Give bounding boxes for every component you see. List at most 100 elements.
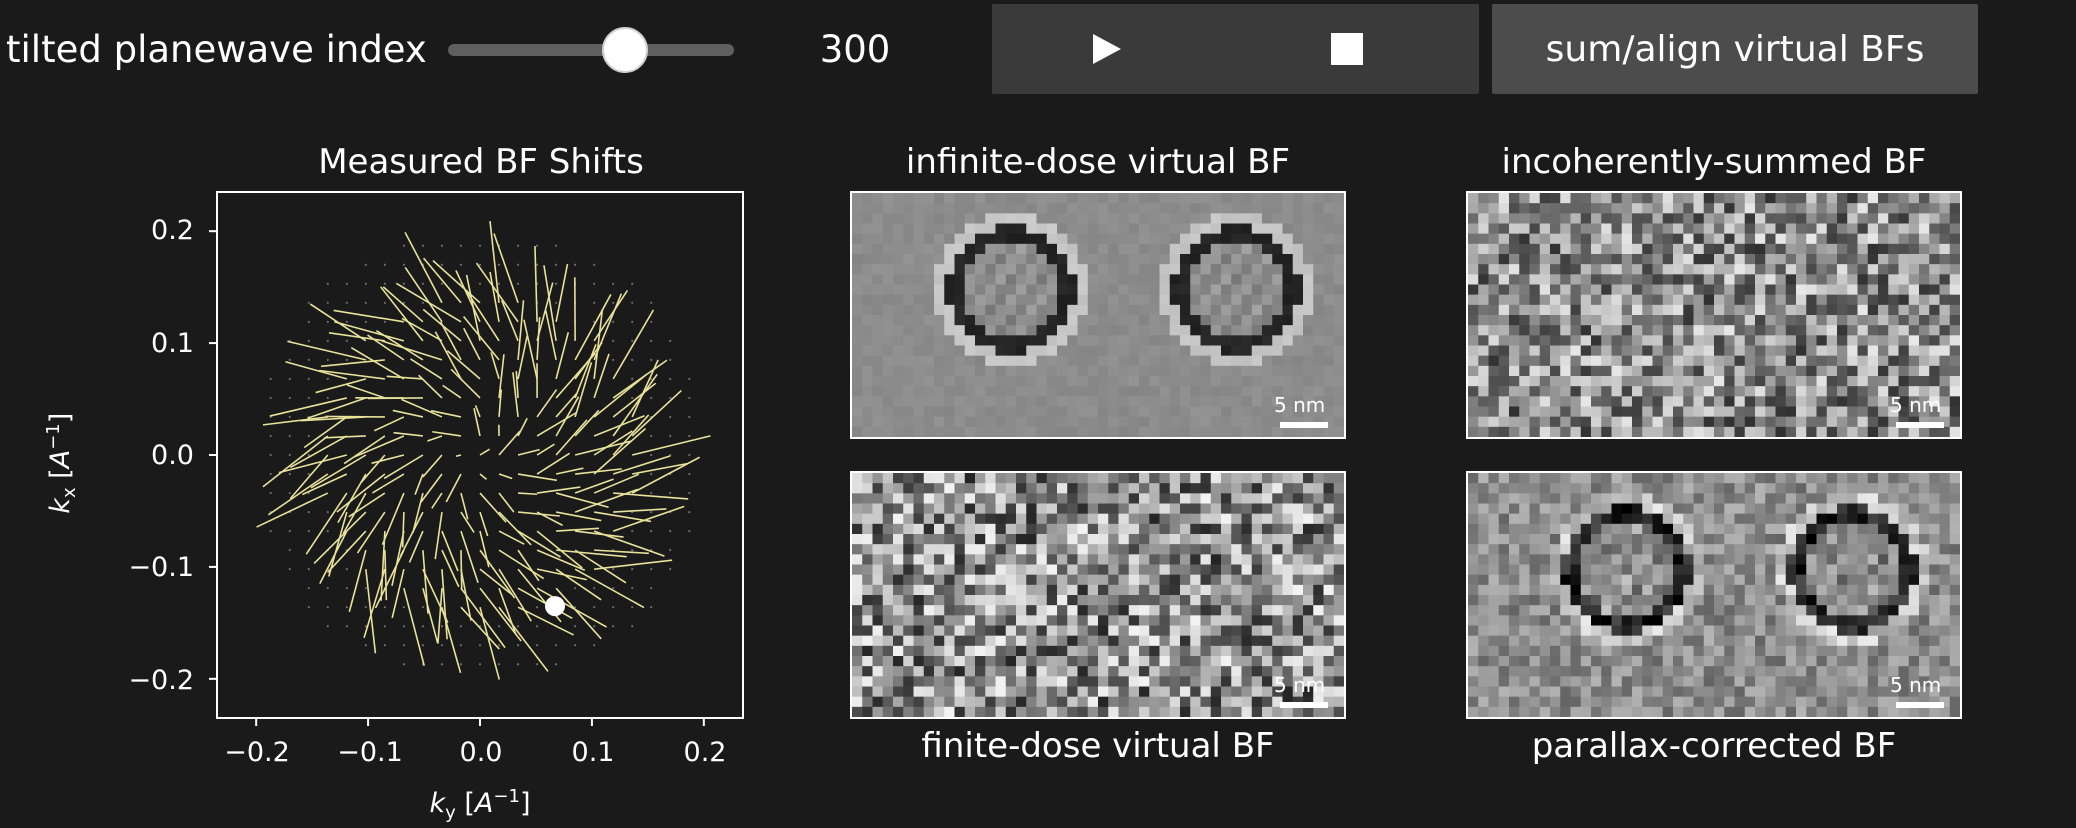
image-pixel [1868,565,1879,576]
image-pixel [1231,254,1242,265]
image-pixel [1242,315,1253,326]
image-pixel [1755,575,1766,586]
image-pixel [1160,554,1171,565]
image-pixel [1642,366,1653,377]
grid-dot [555,644,557,646]
planewave-index-slider-thumb[interactable] [602,27,648,73]
image-pixel [1262,595,1273,606]
image-pixel [1313,626,1324,637]
image-pixel [1211,707,1222,717]
image-pixel [1489,626,1500,637]
image-pixel [883,554,894,565]
image-pixel [1530,376,1541,387]
image-pixel [924,504,935,515]
image-pixel [1088,376,1099,387]
image-pixel [955,346,966,357]
image-pixel [1950,244,1960,255]
image-pixel [1817,346,1828,357]
image-pixel [1334,274,1344,285]
image-pixel [1231,575,1242,586]
image-pixel [1170,707,1181,717]
image-pixel [1047,697,1058,708]
image-pixel [1016,305,1027,316]
image-pixel [1129,483,1140,494]
image-pixel [862,473,873,484]
image-pixel [1888,244,1899,255]
image-pixel [1519,493,1530,504]
image-pixel [1929,325,1940,336]
image-pixel [1550,244,1561,255]
image-pixel [1806,407,1817,418]
image-pixel [1796,575,1807,586]
image-pixel [1509,585,1520,596]
image-pixel [1673,595,1684,606]
sum-align-button[interactable]: sum/align virtual BFs [1492,4,1978,94]
selected-beam-marker[interactable] [545,596,565,616]
image-pixel [914,626,925,637]
image-pixel [1612,473,1623,484]
image-pixel [1601,514,1612,525]
image-pixel [1324,264,1335,275]
image-pixel [1252,254,1263,265]
image-pixel [1878,396,1889,407]
image-pixel [1868,514,1879,525]
image-pixel [1642,254,1653,265]
image-pixel [1724,295,1735,306]
image-pixel [914,305,925,316]
image-pixel [1252,524,1263,535]
image-pixel [1622,676,1633,687]
image-pixel [1026,575,1037,586]
grid-dot [479,264,481,266]
image-pixel [1201,585,1212,596]
play-button[interactable] [992,4,1222,94]
image-pixel [1868,666,1879,677]
image-pixel [1796,346,1807,357]
image-pixel [1098,524,1109,535]
image-pixel [1293,427,1304,437]
planewave-index-slider-track[interactable] [448,44,734,56]
image-pixel [1673,244,1684,255]
image-pixel [1313,707,1324,717]
image-pixel [1642,565,1653,576]
image-pixel [1037,396,1048,407]
image-pixel [1755,687,1766,698]
image-pixel [1190,346,1201,357]
image-pixel [934,646,945,657]
image-pixel [1149,407,1160,418]
image-pixel [1047,504,1058,515]
image-pixel [893,305,904,316]
image-pixel [1026,565,1037,576]
image-pixel [1653,376,1664,387]
image-pixel [1950,274,1960,285]
image-pixel [1899,514,1910,525]
image-pixel [1334,407,1344,418]
grid-dot [384,302,386,304]
image-pixel [1550,687,1561,698]
image-pixel [883,687,894,698]
image-pixel [1888,203,1899,214]
image-pixel [985,666,996,677]
image-pixel [1262,534,1273,545]
image-pixel [1642,534,1653,545]
image-pixel [1067,636,1078,647]
image-pixel [1242,605,1253,616]
image-pixel [1211,595,1222,606]
image-pixel [1858,656,1869,667]
image-pixel [1796,666,1807,677]
image-pixel [1847,274,1858,285]
image-pixel [1519,386,1530,397]
image-pixel [1571,646,1582,657]
incoherent-sum-title: incoherently-summed BF [1466,142,1962,182]
image-pixel [1149,396,1160,407]
image-pixel [1899,224,1910,235]
image-pixel [1673,224,1684,235]
grid-dot [650,606,652,608]
image-pixel [1180,575,1191,586]
image-pixel [1653,356,1664,367]
stop-button[interactable] [1232,4,1462,94]
image-pixel [1499,534,1510,545]
image-pixel [944,315,955,326]
image-pixel [1272,193,1283,204]
image-pixel [1929,203,1940,214]
image-pixel [1929,473,1940,484]
